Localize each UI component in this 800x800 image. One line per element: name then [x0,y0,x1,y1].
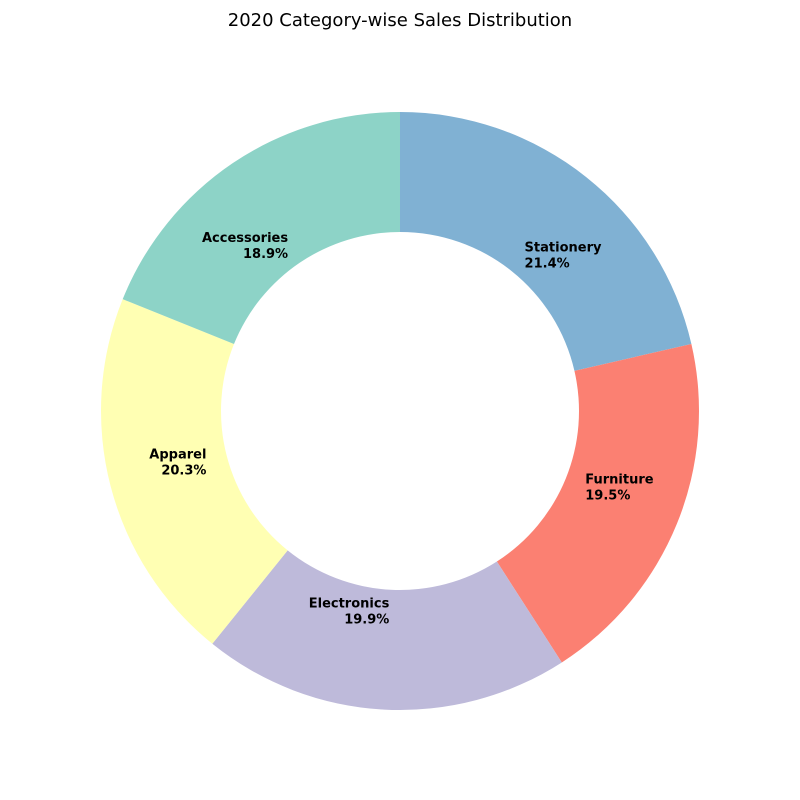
slice-label-apparel: Apparel 20.3% [149,447,206,478]
slice-percent-label: 19.5% [585,488,630,503]
slice-category-label: Furniture [585,472,653,487]
slice-category-label: Accessories [202,231,288,246]
slice-percent-label: 19.9% [344,613,389,628]
slice-category-label: Apparel [149,447,206,462]
slice-category-label: Stationery [525,241,602,256]
slice-accessories [122,112,400,345]
slice-percent-label: 18.9% [243,247,288,262]
chart-title: 2020 Category-wise Sales Distribution [227,10,573,31]
slice-label-stationery: Stationery 21.4% [525,241,602,272]
slice-label-accessories: Accessories 18.9% [202,231,288,262]
slice-label-electronics: Electronics 19.9% [309,597,390,628]
slice-label-furniture: Furniture 19.5% [585,472,653,503]
slice-apparel [101,299,288,644]
slice-percent-label: 21.4% [525,257,570,272]
slice-furniture [496,343,700,663]
slice-percent-label: 20.3% [161,463,206,478]
slice-stationery [400,112,692,371]
slice-electronics [212,550,562,710]
slice-category-label: Electronics [309,597,390,612]
